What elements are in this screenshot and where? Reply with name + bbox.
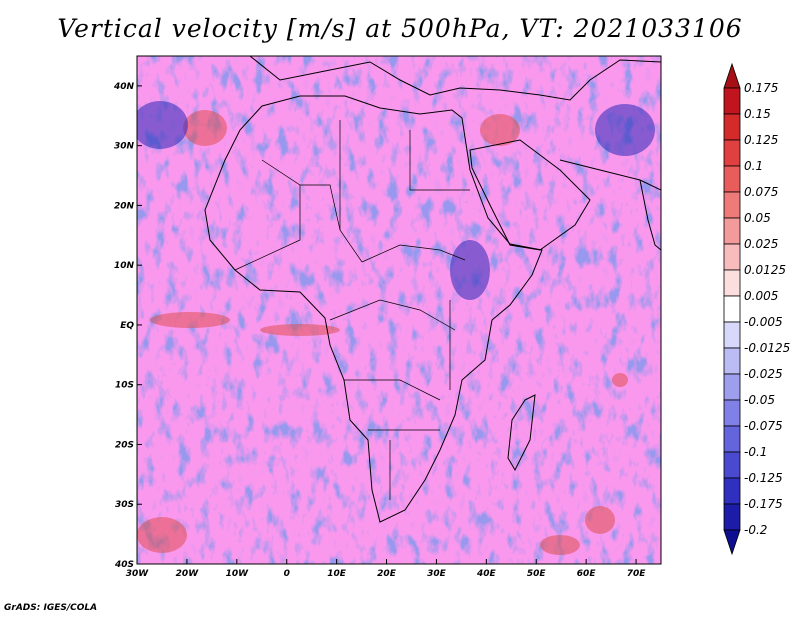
colorbar-swatch: [723, 321, 741, 349]
colorbar-swatch: [723, 451, 741, 479]
colorbar-swatch: [723, 87, 741, 115]
colorbar-swatch: [723, 191, 741, 219]
lat-tick-label: 20S: [115, 440, 134, 450]
lat-tick-label: 10N: [114, 261, 135, 271]
colorbar-label: -0.005: [744, 315, 783, 329]
latitude-axis: 40N 30N 20N 10N EQ 10S 20S 30S 40S: [113, 82, 142, 570]
colorbar-swatch: [723, 503, 741, 531]
madagascar: [507, 394, 536, 472]
lat-tick-label: 10S: [115, 381, 134, 391]
lon-tick-label: 50E: [527, 569, 547, 579]
lat-tick-label: 40N: [113, 82, 135, 92]
colorbar-swatch: [723, 529, 741, 556]
colorbar-swatch: [723, 113, 741, 141]
grads-credit: GrADS: IGES/COLA: [4, 603, 98, 613]
colorbar-label: -0.125: [744, 471, 783, 485]
lat-tick-label: 30S: [115, 500, 134, 510]
africa-coastline: [204, 95, 543, 523]
colorbar-label: -0.05: [744, 393, 775, 407]
borders: [234, 120, 470, 500]
colorbar-swatch: [723, 347, 741, 375]
colorbar-label: 0.175: [744, 81, 778, 95]
colorbar-label: 0.005: [744, 289, 778, 303]
colorbar-swatch: [723, 269, 741, 297]
coastlines: [204, 56, 661, 523]
colorbar-label: -0.2: [744, 523, 767, 537]
colorbar-label: 0.025: [744, 237, 778, 251]
colorbar-swatch: [723, 399, 741, 427]
velocity-field: [137, 56, 661, 564]
colorbar-label: -0.175: [744, 497, 783, 511]
india-coast: [639, 179, 661, 251]
lat-tick-label: 40S: [114, 560, 134, 570]
colorbar-swatch: [723, 62, 741, 89]
colorbar-swatch: [723, 217, 741, 245]
colorbar-swatch: [723, 243, 741, 271]
colorbar-swatch: [723, 477, 741, 505]
colorbar-swatch: [723, 425, 741, 453]
colorbar-label: -0.0125: [744, 341, 790, 355]
colorbar-label: 0.0125: [744, 263, 786, 277]
lon-tick-label: 30E: [427, 569, 447, 579]
colorbar-swatch: [723, 295, 741, 323]
colorbar-label: 0.05: [744, 211, 771, 225]
colorbar-label: -0.075: [744, 419, 783, 433]
lon-tick-label: 20W: [176, 569, 200, 579]
map-title: Vertical velocity [m/s] at 500hPa, VT: 2…: [57, 14, 743, 43]
colorbar-label: -0.025: [744, 367, 783, 381]
lat-tick-label: 30N: [114, 142, 135, 152]
lon-tick-label: 70E: [627, 569, 647, 579]
map-frame: [136, 55, 662, 565]
lat-tick-label: 20N: [114, 201, 135, 211]
lon-tick-label: 40E: [476, 569, 497, 579]
lon-tick-label: 0: [284, 569, 290, 579]
lon-tick-label: 10W: [226, 569, 250, 579]
europe-coast: [249, 56, 661, 101]
lon-tick-label: 10E: [327, 569, 347, 579]
colorbar-label: -0.1: [744, 445, 767, 459]
lon-tick-label: 20E: [377, 569, 397, 579]
colorbar-label: 0.125: [744, 133, 778, 147]
colorbar-label: 0.15: [744, 107, 771, 121]
colorbar-swatch: [723, 165, 741, 193]
colorbar-label: 0.1: [744, 159, 763, 173]
cell-canary: [183, 110, 227, 146]
longitude-axis: 30W 20W 10W 0 10E 20E 30E 40E 50E 60E 70E: [126, 559, 646, 579]
lon-tick-label: 30W: [126, 569, 150, 579]
lon-tick-label: 60E: [577, 569, 597, 579]
colorbar-label: 0.075: [744, 185, 778, 199]
colorbar-swatch: [723, 373, 741, 401]
colorbar: 0.175 0.15 0.125 0.1 0.075 0.05 0.025 0.0125 0.0…: [723, 62, 790, 556]
arabian-peninsula: [469, 139, 591, 251]
colorbar-swatch: [723, 139, 741, 167]
iran-coast: [559, 159, 661, 191]
lat-tick-label: EQ: [120, 321, 134, 331]
